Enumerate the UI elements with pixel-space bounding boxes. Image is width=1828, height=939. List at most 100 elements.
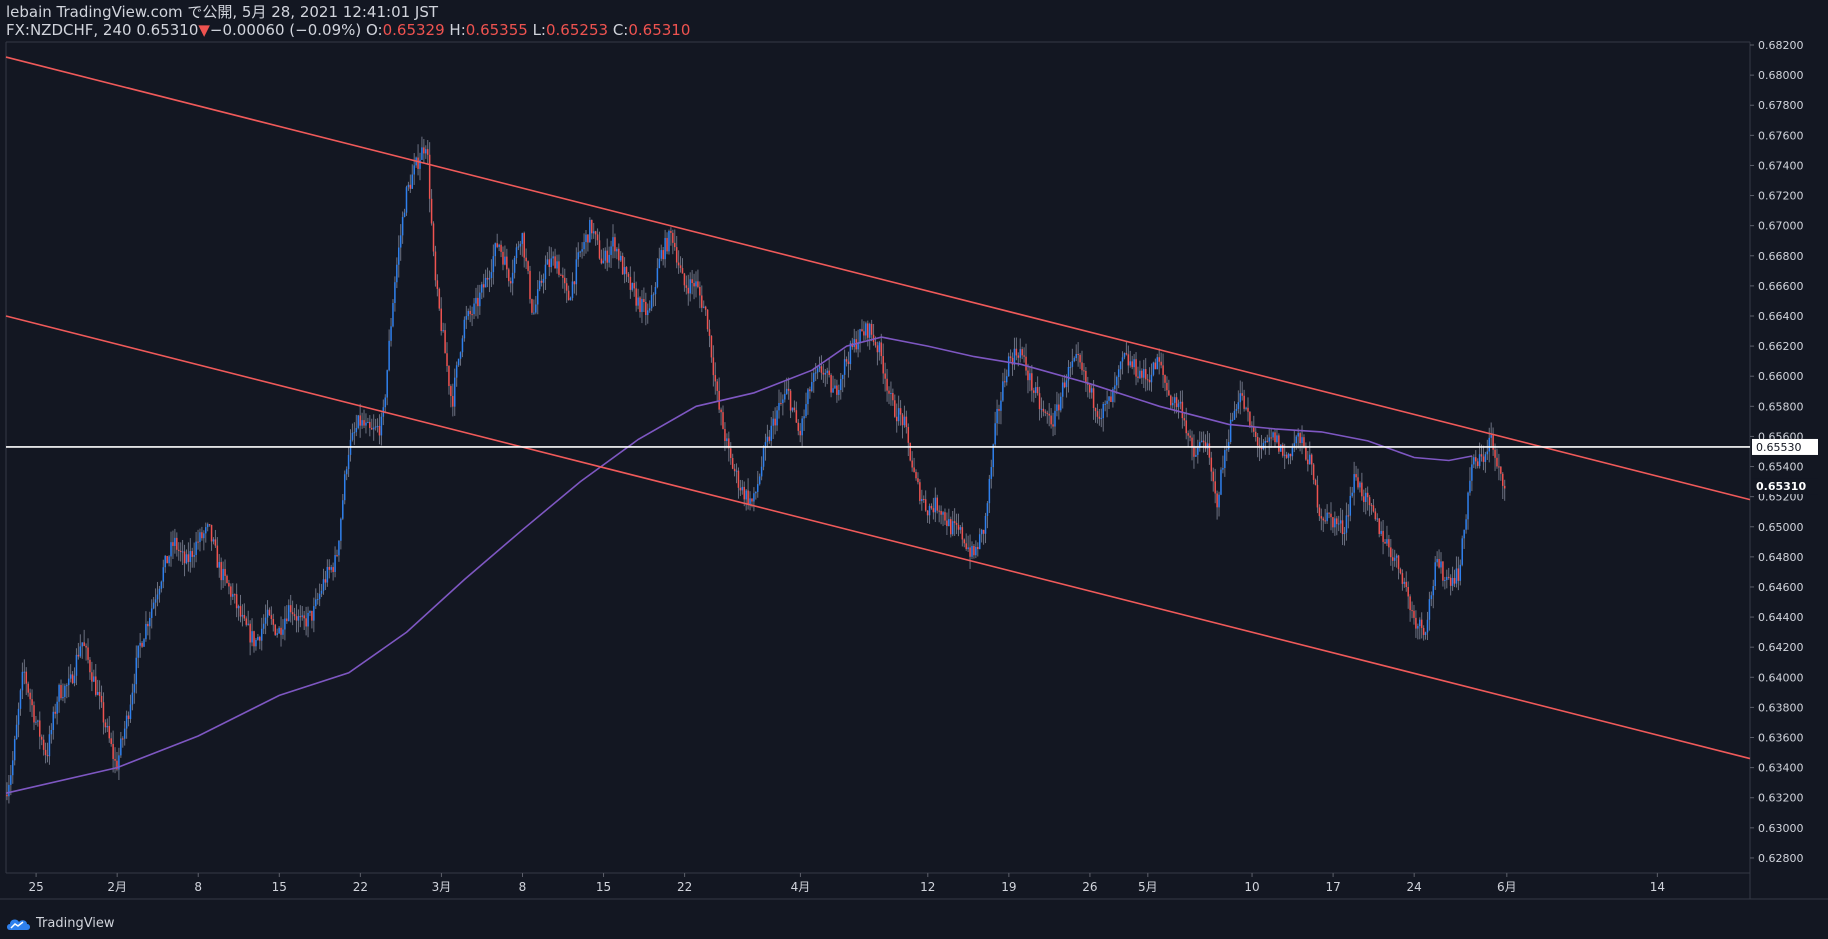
- price-tick-label: 0.66200: [1758, 340, 1804, 353]
- time-tick-label: 2月: [107, 880, 127, 894]
- candle-body: [558, 261, 560, 275]
- candle-body: [683, 273, 686, 286]
- candle-body: [623, 267, 626, 275]
- candle-body: [548, 259, 551, 268]
- time-tick-label: 3月: [432, 880, 452, 894]
- candle-body: [1239, 393, 1242, 403]
- candle-body: [1490, 435, 1492, 438]
- change-down-icon: ▼: [198, 21, 210, 39]
- candle-body: [1009, 356, 1012, 358]
- candle-body: [946, 520, 948, 527]
- candle-body: [766, 436, 769, 443]
- price-change: −0.00060 (−0.09%): [209, 21, 362, 39]
- candle-body: [1218, 494, 1220, 508]
- candle-body: [1175, 397, 1178, 408]
- price-tick-label: 0.66400: [1758, 310, 1804, 323]
- candle-body: [573, 281, 576, 285]
- candle-body: [913, 467, 915, 472]
- candle-body: [797, 422, 800, 431]
- candle-body: [1131, 361, 1133, 368]
- candle-body: [463, 319, 466, 339]
- candle-body: [994, 423, 996, 445]
- candle-body: [262, 623, 265, 629]
- candle-body: [278, 627, 280, 634]
- candle-body: [471, 314, 473, 316]
- candle-body: [1046, 412, 1049, 414]
- price-tick-label: 0.64000: [1758, 671, 1804, 684]
- tradingview-logo[interactable]: TradingView: [6, 916, 115, 931]
- candle-body: [1391, 557, 1394, 561]
- candle-body: [1312, 464, 1315, 480]
- candle-body: [836, 385, 838, 395]
- candle-body: [618, 248, 620, 261]
- candle-body: [977, 546, 979, 550]
- candle-body: [288, 605, 290, 622]
- candle-body: [1343, 532, 1346, 535]
- candle-body: [318, 593, 321, 600]
- candle-body: [990, 467, 993, 479]
- candle-body: [1417, 626, 1419, 629]
- candle-body: [776, 410, 778, 426]
- candle-body: [1042, 408, 1045, 412]
- candle-body: [214, 539, 217, 546]
- candle-body: [1260, 447, 1263, 450]
- candle-body: [834, 385, 836, 389]
- candle-body: [1150, 374, 1153, 383]
- candle-body: [1141, 370, 1143, 378]
- candle-body: [1000, 400, 1002, 411]
- candle-body: [685, 285, 688, 288]
- candle-body: [702, 306, 705, 308]
- candle-body: [930, 505, 933, 509]
- candle-body: [386, 370, 388, 398]
- candle-body: [550, 258, 552, 268]
- candle-body: [1295, 436, 1297, 444]
- price-tick-label: 0.63200: [1758, 792, 1804, 805]
- candle-body: [255, 639, 257, 647]
- candle-body: [710, 335, 713, 358]
- candle-body: [399, 235, 402, 248]
- candle-body: [592, 231, 595, 234]
- candle-body: [814, 372, 817, 374]
- candle-body: [120, 738, 122, 756]
- candle-body: [417, 157, 419, 169]
- candle-body: [1395, 555, 1398, 558]
- candle-body: [1098, 416, 1101, 419]
- candle-body: [594, 231, 597, 235]
- candle-body: [432, 223, 435, 252]
- candle-body: [1063, 382, 1066, 388]
- candle-body: [1085, 370, 1087, 384]
- candle-body: [986, 503, 989, 517]
- candle-body: [1100, 418, 1103, 420]
- candle-body: [1357, 477, 1359, 488]
- candle-body: [334, 555, 336, 572]
- candle-body: [378, 425, 381, 436]
- candle-body: [1451, 577, 1454, 586]
- candle-body: [228, 582, 230, 587]
- candle-body: [195, 541, 197, 555]
- candle-body: [37, 720, 39, 722]
- candle-body: [1314, 479, 1317, 485]
- candle-body: [110, 738, 112, 744]
- candle-body: [1446, 576, 1448, 581]
- candle-body: [52, 711, 55, 730]
- candle-body: [17, 708, 20, 725]
- candle-body: [839, 379, 842, 391]
- candle-body: [540, 280, 543, 283]
- candle-body: [25, 671, 28, 684]
- candle-body: [15, 724, 18, 740]
- time-tick-label: 10: [1244, 880, 1259, 894]
- candle-body: [253, 631, 255, 647]
- price-tick-label: 0.68200: [1758, 39, 1804, 52]
- candle-body: [1281, 444, 1284, 456]
- candle-body: [784, 393, 786, 400]
- candle-body: [1407, 586, 1409, 597]
- candle-body: [411, 174, 414, 189]
- candle-body: [216, 545, 219, 568]
- candle-body: [264, 617, 267, 624]
- candle-body: [589, 219, 591, 243]
- candle-body: [919, 482, 921, 501]
- candle-body: [828, 370, 830, 375]
- candle-body: [403, 212, 406, 217]
- candle-body: [1065, 380, 1068, 388]
